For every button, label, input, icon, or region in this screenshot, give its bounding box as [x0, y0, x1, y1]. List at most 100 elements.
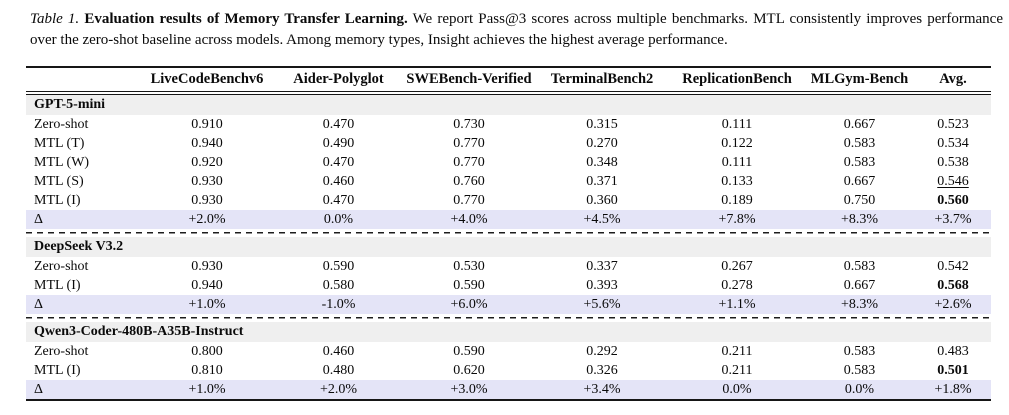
value-cell: 0.590 [404, 276, 534, 295]
cell-value: 0.590 [453, 343, 485, 359]
avg-cell: 0.523 [915, 115, 991, 134]
cell-value: 0.480 [322, 362, 355, 378]
cell-value: 0.583 [843, 362, 876, 378]
value-cell: 0.590 [404, 342, 534, 361]
table-body: GPT-5-mini Zero-shot 0.910 0.470 0.730 0.315 0… [26, 94, 991, 400]
value-cell: 0.292 [534, 342, 670, 361]
cell-value: +7.8% [718, 211, 756, 227]
cell-value: 0.770 [453, 135, 485, 151]
cell-value: 0.760 [453, 173, 485, 189]
table-head: LiveCodeBenchv6 Aider-Polyglot SWEBench-… [26, 67, 991, 95]
cell-value: 0.360 [586, 192, 618, 208]
value-cell: 0.490 [273, 134, 404, 153]
cell-value: 0.568 [937, 277, 969, 293]
cell-value: 0.326 [586, 362, 618, 378]
cell-value: 0.337 [586, 258, 618, 274]
cell-value: 0.460 [322, 173, 355, 189]
value-cell: 0.315 [534, 115, 670, 134]
row-label: MTL (I) [34, 192, 81, 208]
caption-table-number: Table 1. [30, 11, 80, 27]
section-header-row: Qwen3-Coder-480B-A35B-Instruct [26, 322, 991, 342]
value-cell: 0.760 [404, 172, 534, 191]
cell-value: 0.348 [586, 154, 618, 170]
value-cell: +8.3% [804, 210, 915, 229]
cell-value: 0.460 [322, 343, 355, 359]
value-cell: 0.920 [141, 153, 273, 172]
column-header-terminalbench2: TerminalBench2 [550, 71, 654, 87]
cell-value: +2.0% [188, 211, 226, 227]
cell-value: 0.530 [453, 258, 485, 274]
value-cell: 0.930 [141, 172, 273, 191]
value-cell: +4.5% [534, 210, 670, 229]
delta-label: Δ [26, 380, 141, 400]
value-cell: 0.730 [404, 115, 534, 134]
double-rule [26, 91, 991, 95]
value-cell: 0.460 [273, 172, 404, 191]
row-label: Zero-shot [34, 258, 89, 274]
value-cell: 0.337 [534, 257, 670, 276]
column-header-replicationbench: ReplicationBench [682, 71, 792, 87]
table-caption: Table 1. Evaluation results of Memory Tr… [30, 9, 1003, 51]
cell-value: 0.930 [191, 258, 223, 274]
value-cell: 0.211 [670, 342, 804, 361]
row-label: MTL (W) [34, 154, 90, 170]
value-cell: 0.460 [273, 342, 404, 361]
cell-value: 0.750 [843, 192, 876, 208]
value-cell: 0.393 [534, 276, 670, 295]
section-name: DeepSeek V3.2 [26, 237, 991, 257]
cell-value: 0.470 [322, 154, 355, 170]
delta-row: Δ +1.0% -1.0% +6.0% +5.6% +1.1% +8.3% +2.6% [26, 295, 991, 314]
value-cell: 0.480 [273, 361, 404, 380]
column-header-swebench-verified: SWEBench-Verified [406, 71, 532, 87]
value-cell: +6.0% [404, 295, 534, 314]
cell-value: 0.667 [843, 173, 876, 189]
cell-value: 0.523 [937, 116, 969, 132]
section-separator [26, 314, 991, 322]
avg-cell: 0.538 [915, 153, 991, 172]
cell-value: 0.0% [323, 211, 354, 227]
table-row: MTL (W) 0.920 0.470 0.770 0.348 0.111 0.583 0.5… [26, 153, 991, 172]
cell-value: 0.667 [843, 116, 876, 132]
avg-cell: 0.534 [915, 134, 991, 153]
table-row: MTL (T) 0.940 0.490 0.770 0.270 0.122 0.583 0.5… [26, 134, 991, 153]
cell-value: 0.211 [721, 362, 753, 378]
cell-value: 0.583 [843, 135, 876, 151]
avg-cell: 0.542 [915, 257, 991, 276]
row-label: MTL (S) [34, 173, 84, 189]
value-cell: 0.111 [670, 153, 804, 172]
cell-value: 0.189 [721, 192, 753, 208]
cell-value: 0.133 [721, 173, 753, 189]
value-cell: 0.470 [273, 153, 404, 172]
row-label: MTL (I) [34, 362, 81, 378]
table-row: MTL (I) 0.940 0.580 0.590 0.393 0.278 0.667 0.5… [26, 276, 991, 295]
value-cell: +3.4% [534, 380, 670, 400]
cell-value: 0.583 [843, 258, 876, 274]
cell-value: -1.0% [321, 296, 356, 312]
cell-value: 0.770 [453, 154, 485, 170]
value-cell: 0.930 [141, 191, 273, 210]
cell-value: 0.534 [937, 135, 969, 151]
value-cell: 0.583 [804, 342, 915, 361]
value-cell: 0.583 [804, 257, 915, 276]
value-cell: 0.930 [141, 257, 273, 276]
cell-value: 0.122 [721, 135, 753, 151]
value-cell: +1.0% [141, 295, 273, 314]
value-cell: 0.470 [273, 115, 404, 134]
cell-value: 0.111 [721, 116, 753, 132]
cell-value: 0.538 [937, 154, 969, 170]
value-cell: 0.750 [804, 191, 915, 210]
cell-value: 0.590 [453, 277, 485, 293]
cell-value: 0.583 [843, 343, 876, 359]
results-table: LiveCodeBenchv6 Aider-Polyglot SWEBench-… [26, 66, 991, 401]
value-cell: +1.1% [670, 295, 804, 314]
value-cell: 0.770 [404, 153, 534, 172]
section-header-row: DeepSeek V3.2 [26, 237, 991, 257]
row-label: MTL (I) [34, 277, 81, 293]
cell-value: 0.560 [937, 192, 969, 208]
avg-cell: +3.7% [915, 210, 991, 229]
cell-value: 0.730 [453, 116, 485, 132]
value-cell: 0.583 [804, 134, 915, 153]
value-cell: +3.0% [404, 380, 534, 400]
avg-cell: 0.568 [915, 276, 991, 295]
value-cell: 0.0% [273, 210, 404, 229]
